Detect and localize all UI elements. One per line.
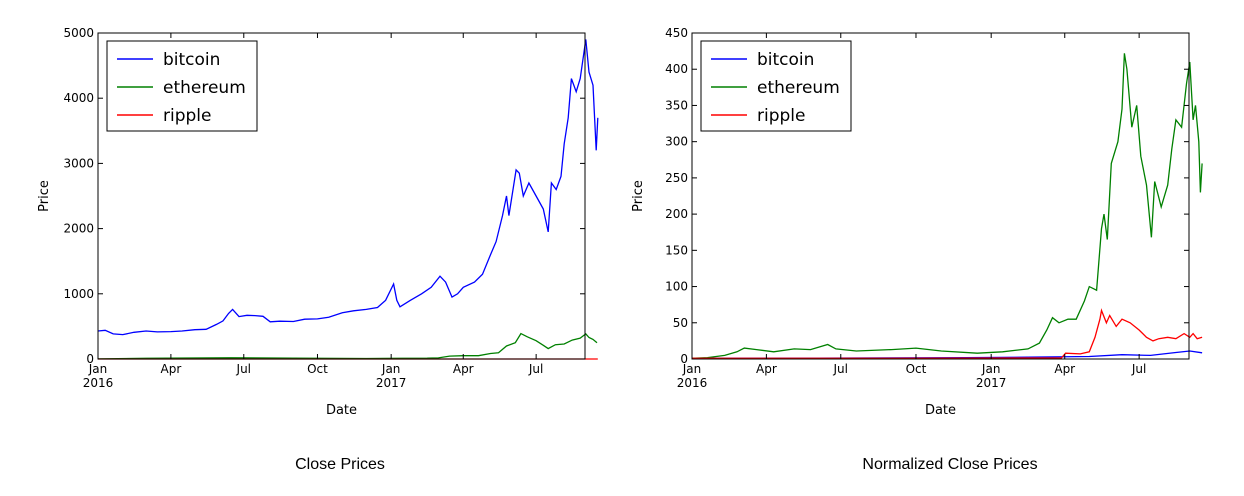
y-tick-label: 5000 <box>63 26 94 40</box>
bitcoin-line <box>97 39 599 336</box>
legend-box <box>700 40 852 132</box>
x-tick-label: Oct <box>906 362 927 376</box>
y-tick-label: 0 <box>86 352 94 366</box>
x-tick-label: Apr <box>453 362 474 376</box>
x-tick-label: Jul <box>236 362 251 376</box>
x-tick-label: Jan <box>981 362 1001 376</box>
ripple-legend-label: ripple <box>757 106 805 126</box>
y-axis-label: Price <box>631 180 646 212</box>
y-tick-label: 250 <box>665 171 688 185</box>
y-tick-label: 150 <box>665 243 688 257</box>
x-tick-label: Apr <box>1054 362 1075 376</box>
x-tick-year-label: 2017 <box>376 376 407 390</box>
close-prices-caption: Close Prices <box>295 456 385 473</box>
x-tick-label: Jan <box>381 362 401 376</box>
ripple-legend-label: ripple <box>163 106 211 126</box>
legend: bitcoin ethereum ripple <box>700 40 852 132</box>
ethereum-line <box>691 53 1203 359</box>
y-axis-label: Price <box>37 180 52 212</box>
y-tick-label: 450 <box>665 26 688 40</box>
y-tick-label: 2000 <box>63 222 94 236</box>
close-prices-chart: 0 1000 2000 3000 4000 5000 Jan 2016 Apr Jul Oct Jan… <box>0 0 600 496</box>
x-axis-label: Date <box>925 403 956 418</box>
plot-frame <box>691 32 1190 360</box>
x-tick-label: Apr <box>756 362 777 376</box>
legend: bitcoin ethereum ripple <box>106 40 258 132</box>
series-group <box>691 53 1203 359</box>
x-tick-label: Jan <box>682 362 702 376</box>
x-tick-label: Apr <box>161 362 182 376</box>
x-tick-label: Jan <box>88 362 108 376</box>
x-tick-label: Oct <box>307 362 328 376</box>
bitcoin-line <box>691 350 1203 359</box>
normalized-close-prices-chart: 0 50 100 150 200 250 300 350 400 450 Jan 2016 Apr Jul… <box>620 0 1244 496</box>
y-tick-label: 1000 <box>63 287 94 301</box>
x-tick-year-label: 2016 <box>677 376 708 390</box>
y-tick-label: 400 <box>665 62 688 76</box>
ethereum-legend-label: ethereum <box>757 78 840 98</box>
plot-frame <box>97 32 586 360</box>
y-tick-label: 50 <box>673 316 688 330</box>
y-tick-label: 300 <box>665 135 688 149</box>
ripple-line <box>691 308 1203 359</box>
y-tick-label: 200 <box>665 207 688 221</box>
ethereum-legend-label: ethereum <box>163 78 246 98</box>
normalized-close-prices-caption: Normalized Close Prices <box>862 456 1038 473</box>
legend-box <box>106 40 258 132</box>
y-tick-label: 350 <box>665 98 688 112</box>
y-tick-label: 0 <box>680 352 688 366</box>
x-tick-year-label: 2016 <box>83 376 114 390</box>
y-tick-label: 4000 <box>63 91 94 105</box>
x-axis-label: Date <box>326 403 357 418</box>
x-tick-label: Jul <box>528 362 543 376</box>
x-tick-year-label: 2017 <box>976 376 1007 390</box>
y-tick-label: 100 <box>665 280 688 294</box>
bitcoin-legend-label: bitcoin <box>757 50 814 70</box>
y-tick-label: 3000 <box>63 156 94 170</box>
x-tick-label: Jul <box>833 362 848 376</box>
bitcoin-legend-label: bitcoin <box>163 50 220 70</box>
x-tick-label: Jul <box>1131 362 1146 376</box>
ethereum-line <box>97 332 598 360</box>
